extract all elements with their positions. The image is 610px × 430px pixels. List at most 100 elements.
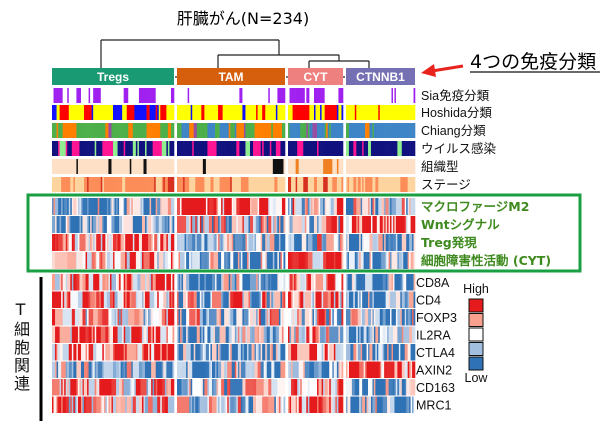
heatmap-cell bbox=[219, 396, 222, 413]
heatmap-cell bbox=[373, 361, 376, 378]
heatmap-cell bbox=[277, 309, 280, 326]
annotation-cell bbox=[291, 123, 293, 138]
heatmap-cell bbox=[109, 216, 112, 233]
heatmap-cell bbox=[102, 216, 105, 233]
annotation-cell bbox=[335, 105, 338, 120]
heatmap-cell bbox=[403, 344, 406, 361]
heatmap-cell bbox=[323, 379, 325, 396]
heatmap-cell bbox=[233, 344, 236, 361]
annotation-cell bbox=[157, 123, 160, 138]
annotation-cell bbox=[339, 141, 342, 156]
annotation-cell bbox=[67, 123, 70, 138]
annotation-cell bbox=[272, 177, 275, 192]
heatmap-cell bbox=[97, 234, 100, 251]
heatmap-cell bbox=[190, 234, 193, 251]
heatmap-cell bbox=[155, 396, 158, 413]
annotation-cell bbox=[390, 88, 392, 103]
annotation-cell bbox=[413, 105, 416, 120]
annotation-cell bbox=[410, 141, 413, 156]
heatmap-cell bbox=[97, 326, 100, 343]
heatmap-cell bbox=[357, 396, 360, 413]
heatmap-cell bbox=[324, 361, 327, 378]
heatmap-cell bbox=[312, 198, 315, 215]
heatmap-cell bbox=[116, 344, 118, 361]
annotation-cell bbox=[180, 88, 182, 103]
annotation-cell bbox=[187, 105, 190, 120]
heatmap-cell bbox=[184, 361, 187, 378]
heatmap-cell bbox=[404, 361, 407, 378]
annotation-cell bbox=[94, 105, 97, 120]
heatmap-cell bbox=[143, 216, 146, 233]
annotation-cell bbox=[160, 141, 163, 156]
heatmap-cell bbox=[216, 216, 219, 233]
heatmap-cell bbox=[146, 234, 149, 251]
annotation-cell bbox=[128, 105, 131, 120]
heatmap-cell bbox=[253, 326, 255, 343]
heatmap-cell bbox=[313, 396, 316, 413]
annotation-cell bbox=[198, 159, 201, 174]
annotation-cell bbox=[372, 177, 375, 192]
heatmap-cell bbox=[390, 198, 392, 215]
annotation-cell bbox=[68, 141, 71, 156]
heatmap-cell bbox=[211, 291, 214, 308]
heatmap-cell bbox=[102, 344, 105, 361]
heatmap-cell bbox=[113, 344, 115, 361]
heatmap-cell bbox=[262, 326, 264, 343]
annotation-cell bbox=[362, 159, 364, 174]
heatmap-cell bbox=[208, 274, 211, 291]
heatmap-cell bbox=[395, 361, 398, 378]
annotation-cell bbox=[99, 141, 102, 156]
annotation-cell bbox=[242, 105, 245, 120]
heatmap-cell bbox=[164, 344, 167, 361]
annotation-cell bbox=[375, 177, 378, 192]
heatmap-cell bbox=[365, 326, 367, 343]
heatmap-cell bbox=[397, 396, 400, 413]
heatmap-cell bbox=[230, 379, 233, 396]
heatmap-cell bbox=[151, 234, 153, 251]
heatmap-cell bbox=[219, 198, 222, 215]
heatmap-cell bbox=[268, 361, 271, 378]
annotation-cell bbox=[224, 123, 226, 138]
heatmap-cell bbox=[85, 326, 88, 343]
heatmap-cell bbox=[360, 309, 363, 326]
heatmap-cell bbox=[74, 274, 77, 291]
heatmap-cell bbox=[90, 291, 92, 308]
heatmap-cell bbox=[385, 252, 388, 269]
annotation-cell bbox=[373, 159, 376, 174]
heatmap-cell bbox=[410, 309, 413, 326]
annotation-cell bbox=[254, 105, 257, 120]
heatmap-cell bbox=[61, 252, 63, 269]
annotation-cell bbox=[362, 141, 364, 156]
heatmap-cell bbox=[362, 198, 364, 215]
annotation-cell bbox=[213, 159, 216, 174]
heatmap-cell bbox=[103, 252, 106, 269]
heatmap-cell bbox=[207, 379, 210, 396]
heatmap-cell bbox=[278, 379, 281, 396]
annotation-cell bbox=[336, 177, 339, 192]
heatmap-cell bbox=[52, 198, 54, 215]
heatmap-cell bbox=[251, 216, 254, 233]
heatmap-cell bbox=[84, 344, 86, 361]
heatmap-cell bbox=[412, 198, 414, 215]
heatmap-cell bbox=[231, 344, 234, 361]
heatmap-cell bbox=[91, 309, 94, 326]
annotation-cell bbox=[178, 88, 181, 103]
heatmap-cell bbox=[326, 379, 329, 396]
heatmap-cell bbox=[398, 326, 401, 343]
heatmap-cell bbox=[170, 216, 173, 233]
heatmap-cell bbox=[243, 198, 246, 215]
heatmap-cell bbox=[269, 326, 272, 343]
heatmap-cell bbox=[275, 252, 278, 269]
annotation-cell bbox=[246, 123, 249, 138]
heatmap-cell bbox=[183, 309, 185, 326]
heatmap-cell bbox=[231, 198, 234, 215]
heatmap-cell bbox=[274, 234, 277, 251]
heatmap-cell bbox=[68, 309, 71, 326]
heatmap-cell bbox=[141, 309, 144, 326]
heatmap-cell bbox=[170, 252, 173, 269]
heatmap-cell bbox=[253, 379, 255, 396]
heatmap-cell bbox=[243, 216, 246, 233]
annotation-cell bbox=[250, 123, 252, 138]
heatmap-cell bbox=[410, 234, 413, 251]
annotation-cell bbox=[152, 105, 155, 120]
